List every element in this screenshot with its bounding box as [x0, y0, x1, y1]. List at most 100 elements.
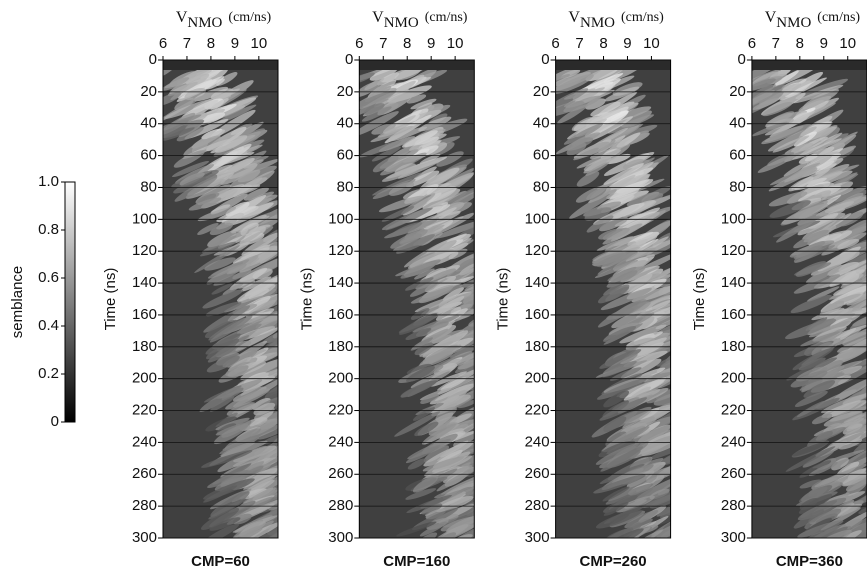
y-tick-label: 280: [132, 497, 157, 514]
semblance-texture: [800, 331, 840, 347]
semblance-texture: [217, 445, 268, 473]
semblance-texture: [246, 347, 269, 361]
x-tick-label: 10: [250, 35, 267, 52]
x-label-unit: (cm/ns): [425, 10, 468, 25]
semblance-texture: [765, 111, 795, 127]
semblance-texture: [805, 264, 842, 284]
semblance-texture: [184, 88, 206, 100]
semblance-texture: [440, 377, 467, 391]
semblance-texture: [262, 324, 278, 344]
y-tick-label: 120: [721, 242, 746, 259]
semblance-texture: [597, 253, 633, 275]
semblance-texture: [598, 440, 636, 458]
semblance-texture: [195, 193, 217, 205]
semblance-texture: [245, 299, 276, 319]
semblance-texture: [463, 461, 475, 477]
semblance-texture: [265, 293, 278, 315]
semblance-texture: [406, 494, 452, 514]
semblance-texture: [220, 163, 258, 185]
x-tick-label: 7: [379, 35, 387, 52]
y-tick-label: 120: [525, 242, 550, 259]
semblance-texture: [626, 191, 660, 207]
y-tick-label: 100: [525, 210, 550, 227]
semblance-texture: [849, 317, 867, 331]
colorbar: [64, 181, 76, 423]
semblance-texture: [840, 273, 860, 285]
x-tick-label: 6: [748, 35, 756, 52]
semblance-texture: [643, 522, 671, 538]
y-tick-label: 260: [721, 465, 746, 482]
semblance-texture: [369, 67, 398, 81]
semblance-texture: [811, 307, 845, 321]
semblance-texture: [804, 342, 825, 356]
semblance-texture: [603, 163, 644, 185]
semblance-texture: [605, 483, 654, 505]
semblance-texture: [205, 338, 240, 360]
semblance-texture: [388, 126, 428, 142]
x-label-symbol: V: [765, 9, 777, 26]
y-tick-label: 100: [132, 210, 157, 227]
y-tick-label: 20: [140, 83, 157, 100]
semblance-texture: [276, 402, 278, 416]
semblance-texture: [453, 430, 475, 448]
colorbar-tick-label: 0.2: [38, 365, 59, 382]
semblance-texture: [796, 400, 826, 418]
semblance-texture: [410, 308, 430, 320]
semblance-texture: [409, 136, 440, 152]
semblance-texture: [209, 517, 241, 531]
semblance-texture: [776, 215, 820, 243]
semblance-texture: [211, 283, 233, 295]
colorbar-tick-label: 0.8: [38, 221, 59, 238]
semblance-texture: [409, 281, 439, 297]
semblance-texture: [630, 529, 663, 538]
y-tick-label: 20: [729, 83, 746, 100]
semblance-texture: [232, 451, 277, 467]
semblance-texture: [593, 474, 646, 494]
semblance-texture: [575, 185, 607, 203]
semblance-texture: [761, 123, 812, 145]
x-tick-label: 10: [839, 35, 856, 52]
semblance-texture: [243, 187, 269, 201]
semblance-texture: [793, 274, 841, 294]
x-label-symbol: V: [372, 9, 384, 26]
semblance-texture: [555, 88, 589, 110]
semblance-texture: [791, 441, 829, 457]
semblance-texture: [457, 399, 475, 409]
semblance-texture: [576, 171, 600, 187]
y-tick-label: 0: [738, 51, 746, 68]
semblance-texture: [237, 284, 276, 304]
semblance-texture: [405, 488, 437, 500]
y-tick-label: 40: [140, 115, 157, 132]
semblance-texture: [448, 447, 475, 471]
semblance-texture: [555, 66, 581, 82]
semblance-texture: [604, 86, 640, 102]
semblance-texture: [398, 315, 438, 333]
semblance-texture: [205, 301, 242, 317]
semblance-texture: [194, 244, 240, 274]
semblance-texture: [176, 126, 204, 142]
y-tick-label: 160: [525, 306, 550, 323]
semblance-texture: [821, 394, 865, 414]
semblance-texture: [803, 380, 836, 398]
y-axis-label: Time (ns): [495, 268, 512, 331]
y-tick-label: 160: [328, 306, 353, 323]
semblance-texture: [842, 332, 867, 346]
semblance-texture: [768, 166, 817, 192]
semblance-texture: [419, 167, 460, 191]
semblance-texture: [414, 295, 457, 313]
semblance-texture: [209, 396, 235, 412]
semblance-texture: [752, 97, 779, 111]
colorbar-tick-label: 1.0: [38, 173, 59, 190]
semblance-texture: [380, 152, 427, 176]
semblance-texture: [214, 525, 261, 538]
semblance-texture: [807, 430, 833, 448]
y-tick-label: 180: [525, 338, 550, 355]
semblance-texture: [585, 98, 606, 110]
semblance-texture: [823, 411, 863, 427]
semblance-texture: [232, 513, 252, 525]
y-tick-label: 60: [533, 147, 550, 164]
semblance-texture: [371, 123, 396, 135]
semblance-texture: [772, 135, 810, 153]
semblance-texture: [251, 397, 271, 411]
y-tick-label: 20: [533, 83, 550, 100]
